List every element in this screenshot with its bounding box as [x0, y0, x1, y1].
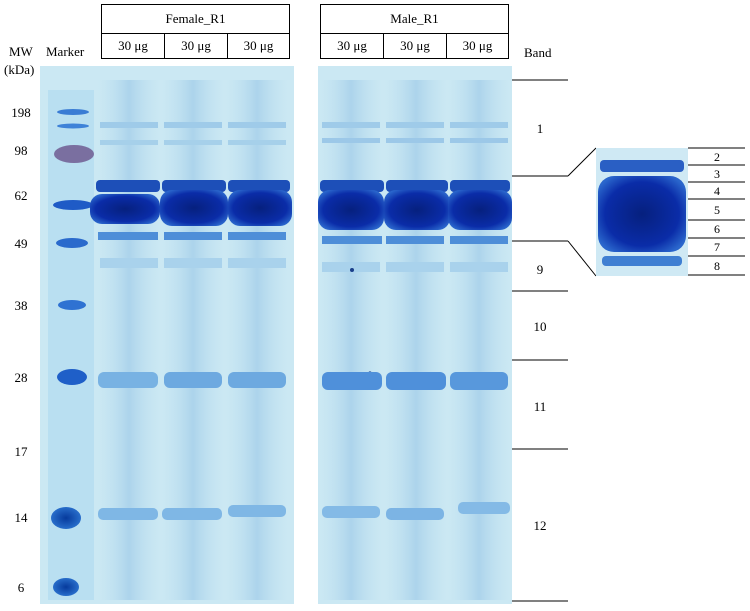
female-lanes	[90, 80, 292, 600]
mw-49: 49	[14, 236, 28, 251]
marker-lane	[48, 90, 94, 600]
lane-header-female-1: 30 μg	[101, 33, 165, 59]
group-label-female: Female_R1	[165, 11, 226, 26]
group-header-female: Female_R1	[101, 4, 290, 34]
inset-band-8: 8	[714, 259, 720, 273]
mw-198: 198	[11, 105, 31, 120]
inset-lines	[688, 147, 745, 276]
group-header-male: Male_R1	[320, 4, 509, 34]
band-10: 10	[533, 319, 547, 334]
inset-band-6: 6	[714, 222, 720, 236]
lane-header-female-3: 30 μg	[227, 33, 290, 59]
lane-header-female-2: 30 μg	[164, 33, 228, 59]
inset-band-2: 2	[714, 150, 720, 164]
male-lanes	[318, 80, 512, 600]
mw-17: 17	[14, 444, 28, 459]
marker-band-62	[53, 200, 93, 210]
mw-6: 6	[17, 580, 25, 595]
lane-label: 30 μg	[118, 38, 148, 53]
mw-62: 62	[14, 188, 28, 203]
band-1: 1	[536, 121, 544, 136]
mw-38: 38	[14, 298, 28, 313]
marker-band-a	[57, 123, 89, 129]
group-label-male: Male_R1	[390, 11, 439, 26]
mw-98: 98	[14, 143, 28, 158]
inset-band-4: 4	[714, 184, 720, 198]
lane-header-male-1: 30 μg	[320, 33, 384, 59]
band-12: 12	[533, 518, 547, 533]
band-separators	[512, 79, 597, 602]
marker-band-28	[57, 369, 87, 385]
lane-label: 30 μg	[337, 38, 367, 53]
inset-band-7: 7	[714, 240, 720, 254]
marker-band-49	[56, 238, 88, 248]
mw-28: 28	[14, 370, 28, 385]
marker-band-198	[57, 109, 89, 115]
mw-header-line1: MW	[9, 44, 33, 59]
inset-zoom	[596, 148, 688, 276]
lane-label: 30 μg	[462, 38, 493, 53]
lane-label: 30 μg	[400, 38, 430, 53]
marker-band-98	[54, 145, 94, 163]
marker-band-38	[58, 300, 86, 310]
band-9: 9	[536, 262, 544, 277]
mw-14: 14	[14, 510, 28, 525]
lane-header-male-2: 30 μg	[383, 33, 447, 59]
mw-header-line2: (kDa)	[4, 62, 35, 77]
lane-label: 30 μg	[243, 38, 274, 53]
band-header: Band	[524, 45, 552, 60]
lane-label: 30 μg	[181, 38, 211, 53]
inset-band-5: 5	[714, 203, 720, 217]
inset-band-3: 3	[714, 167, 720, 181]
marker-label: Marker	[46, 44, 85, 59]
marker-band-6	[53, 578, 79, 596]
band-11: 11	[533, 399, 547, 414]
lane-header-male-3: 30 μg	[446, 33, 509, 59]
marker-band-14	[51, 507, 81, 529]
